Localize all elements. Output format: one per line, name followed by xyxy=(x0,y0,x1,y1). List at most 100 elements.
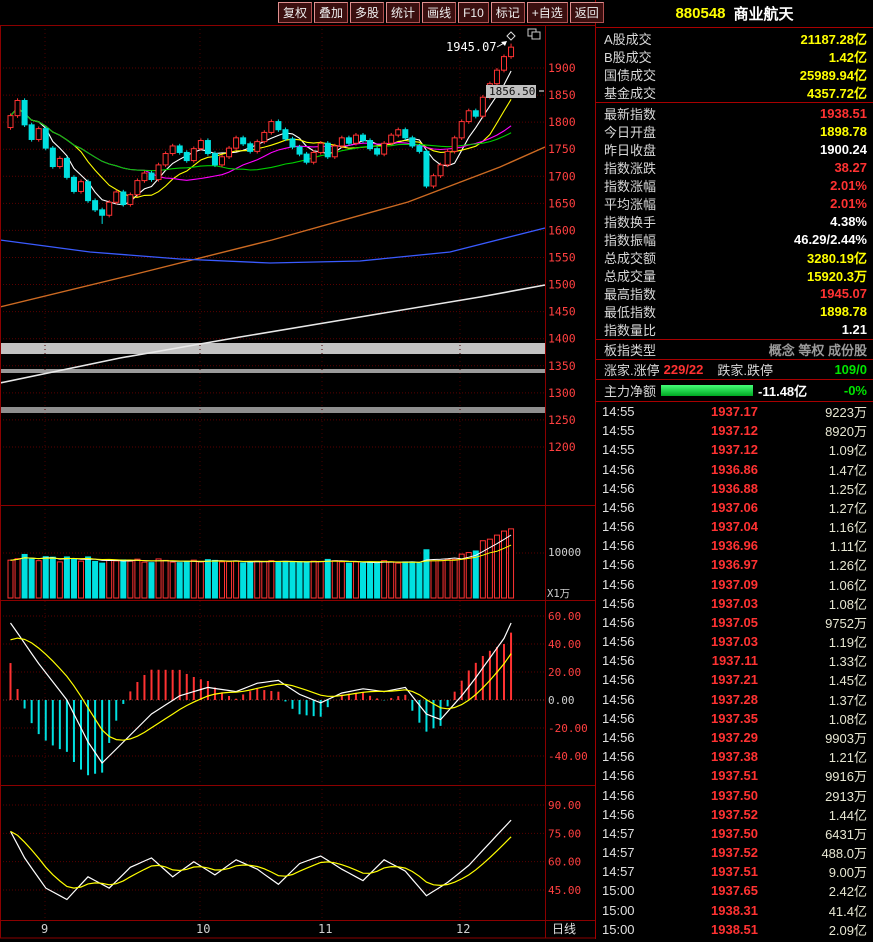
quote-row: 指数涨跌 38.27 xyxy=(596,158,873,176)
quote-label: B股成交 xyxy=(604,49,652,65)
instrument-name: 商业航天 xyxy=(733,6,794,23)
quote-label: 今日开盘 xyxy=(604,124,657,140)
peak-marker-diamond xyxy=(506,31,516,41)
popout-window-icon[interactable] xyxy=(531,31,541,40)
main-net-flow-label: 主力净额 xyxy=(604,384,657,399)
toolbar-button-统计[interactable]: 统计 xyxy=(386,2,421,23)
tick-price: 1937.09 xyxy=(711,576,758,592)
tick-price: 1937.50 xyxy=(711,825,758,841)
toolbar-button-+自选[interactable]: +自选 xyxy=(526,2,568,23)
tick-price: 1936.96 xyxy=(711,538,758,554)
candlesticks[interactable] xyxy=(7,43,515,224)
volume-ma-lines xyxy=(10,534,512,564)
quote-label: 昨日收盘 xyxy=(604,142,657,158)
main-net-flow-pct: -0% xyxy=(843,383,867,398)
tick-amount: 8920万 xyxy=(825,424,867,440)
price-axis-label: 1550 xyxy=(548,250,576,264)
tick-price: 1937.12 xyxy=(711,423,758,439)
quote-value: 2.01% xyxy=(830,195,867,211)
quote-row: 最高指数 1945.07 xyxy=(596,284,873,302)
tick-price: 1937.05 xyxy=(711,614,758,630)
tick-amount: 2.09亿 xyxy=(828,922,867,938)
tick-time: 14:56 xyxy=(602,595,635,611)
kdj-axis-label: 45.00 xyxy=(548,884,581,897)
quote-row: 平均涨幅 2.01% xyxy=(596,194,873,212)
quote-value: 4357.72亿 xyxy=(807,85,867,101)
tick-row: 14:57 1937.52 488.0万 xyxy=(596,843,873,862)
main-net-flow-value: -11.48亿 xyxy=(758,384,808,399)
kdj-panel xyxy=(9,819,512,901)
kdj-axis-label: 60.00 xyxy=(548,856,581,869)
quote-label: 最新指数 xyxy=(604,106,657,122)
tick-row: 14:56 1937.51 9916万 xyxy=(596,766,873,785)
quote-value: 1.42亿 xyxy=(828,49,867,65)
toolbar-button-画线[interactable]: 画线 xyxy=(422,2,457,23)
price-axis-label: 1500 xyxy=(548,278,576,292)
tick-row: 14:56 1936.96 1.11亿 xyxy=(596,536,873,555)
price-axis-label: 1250 xyxy=(548,413,576,427)
quote-label: 指数换手 xyxy=(604,214,657,230)
toolbar-button-叠加[interactable]: 叠加 xyxy=(314,2,349,23)
tick-price: 1937.65 xyxy=(711,883,758,899)
tick-amount: 1.19亿 xyxy=(828,635,867,651)
volume-bars xyxy=(7,528,515,599)
toolbar-button-复权[interactable]: 复权 xyxy=(278,2,313,23)
quote-label: A股成交 xyxy=(604,31,652,47)
tick-time: 15:00 xyxy=(602,883,635,899)
quote-value: 38.27 xyxy=(834,159,867,175)
toolbar-button-多股[interactable]: 多股 xyxy=(350,2,385,23)
tick-amount: 1.06亿 xyxy=(828,577,867,593)
price-axis-label: 1600 xyxy=(548,223,576,237)
tick-amount: 1.45亿 xyxy=(828,673,867,689)
tick-price: 1936.88 xyxy=(711,480,758,496)
quote-label: 最高指数 xyxy=(604,286,657,302)
chart-svg[interactable]: 1900 1850 1800 1750 1700 1650 1600 1550 1500 1450… xyxy=(0,25,595,939)
macd-axis-label: -40.00 xyxy=(548,750,588,763)
tick-price: 1937.38 xyxy=(711,749,758,765)
volume-axis-label: 10000 xyxy=(548,546,581,559)
tick-time: 14:57 xyxy=(602,864,635,880)
tick-price: 1937.17 xyxy=(711,404,758,420)
tick-row: 14:56 1937.21 1.45亿 xyxy=(596,670,873,689)
tick-amount: 1.37亿 xyxy=(828,692,867,708)
tick-time: 14:56 xyxy=(602,653,635,669)
tick-time: 14:56 xyxy=(602,461,635,477)
price-axis-label: 1400 xyxy=(548,332,576,346)
tick-time: 14:56 xyxy=(602,576,635,592)
toolbar: 复权 叠加 多股 统计 画线 F10 标记 +自选 返回 xyxy=(278,2,604,23)
macd-axis-label: 60.00 xyxy=(548,610,581,623)
quote-value: 1.21 xyxy=(841,321,867,337)
tick-amount: 1.11亿 xyxy=(829,539,867,555)
tick-price: 1937.06 xyxy=(711,499,758,515)
decliners-value: 109/0 xyxy=(834,362,867,377)
quote-row: 指数振幅 46.29/2.44% xyxy=(596,230,873,248)
tick-amount: 6431万 xyxy=(825,826,867,842)
gray-level-bands xyxy=(0,343,545,413)
main-net-flow-row: 主力净额 -11.48亿 -0% xyxy=(596,380,873,402)
tick-time: 14:56 xyxy=(602,499,635,515)
tick-time: 14:55 xyxy=(602,404,635,420)
toolbar-button-返回[interactable]: 返回 xyxy=(569,2,604,23)
decliners-label: 跌家.跌停 xyxy=(717,363,774,378)
tick-amount: 1.33亿 xyxy=(828,654,867,670)
quote-value: 2.01% xyxy=(830,177,867,193)
price-axis-label: 1700 xyxy=(548,169,576,183)
toolbar-button-F10[interactable]: F10 xyxy=(458,2,489,23)
chart-area[interactable]: 1900 1850 1800 1750 1700 1650 1600 1550 1500 1450… xyxy=(0,25,595,939)
tick-time: 15:00 xyxy=(602,902,635,918)
tick-row: 14:56 1937.09 1.06亿 xyxy=(596,575,873,594)
quote-row: 最低指数 1898.78 xyxy=(596,302,873,320)
tick-amount: 1.26亿 xyxy=(828,558,867,574)
toolbar-button-标记[interactable]: 标记 xyxy=(490,2,525,23)
tick-price: 1937.52 xyxy=(711,845,758,861)
tick-row: 15:00 1938.51 2.09亿 xyxy=(596,920,873,939)
tick-time: 15:00 xyxy=(602,921,635,937)
price-axis-label: 1650 xyxy=(548,196,576,210)
tick-list[interactable]: 14:55 1937.17 9223万 14:55 1937.12 8920万 14:55 1… xyxy=(596,402,873,939)
quote-label: 总成交量 xyxy=(604,268,657,284)
macd-panel xyxy=(9,622,513,776)
quote-label: 指数涨跌 xyxy=(604,160,657,176)
price-axis-label: 1300 xyxy=(548,386,576,400)
board-type-value[interactable]: 概念 等权 成份股 xyxy=(768,343,867,358)
tick-time: 14:56 xyxy=(602,672,635,688)
